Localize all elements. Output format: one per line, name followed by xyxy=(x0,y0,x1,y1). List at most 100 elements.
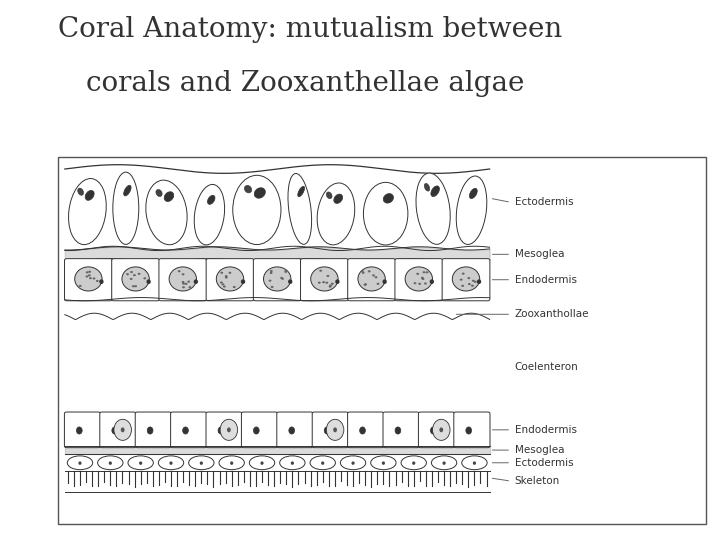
Ellipse shape xyxy=(456,176,487,245)
Ellipse shape xyxy=(431,456,456,470)
Ellipse shape xyxy=(222,284,225,286)
Ellipse shape xyxy=(181,273,184,275)
FancyBboxPatch shape xyxy=(348,259,395,301)
Ellipse shape xyxy=(271,286,274,288)
Ellipse shape xyxy=(228,272,231,274)
Ellipse shape xyxy=(291,461,294,465)
Ellipse shape xyxy=(220,419,238,441)
Ellipse shape xyxy=(244,185,252,193)
Ellipse shape xyxy=(423,271,426,273)
Ellipse shape xyxy=(75,267,102,291)
Ellipse shape xyxy=(405,267,433,291)
Ellipse shape xyxy=(371,456,396,470)
Ellipse shape xyxy=(431,186,439,197)
FancyBboxPatch shape xyxy=(348,412,384,448)
Ellipse shape xyxy=(86,275,89,278)
Ellipse shape xyxy=(178,270,181,272)
Ellipse shape xyxy=(416,273,419,275)
Ellipse shape xyxy=(225,276,228,279)
Ellipse shape xyxy=(368,270,371,272)
Ellipse shape xyxy=(189,286,192,288)
Text: Endodermis: Endodermis xyxy=(515,275,577,285)
Ellipse shape xyxy=(269,280,271,282)
Ellipse shape xyxy=(298,186,305,197)
Ellipse shape xyxy=(181,281,184,283)
Ellipse shape xyxy=(333,428,337,432)
Ellipse shape xyxy=(372,274,375,276)
FancyBboxPatch shape xyxy=(65,259,112,301)
Ellipse shape xyxy=(189,456,214,470)
Ellipse shape xyxy=(218,427,224,434)
Text: Skeleton: Skeleton xyxy=(515,476,560,486)
Ellipse shape xyxy=(139,461,143,465)
Ellipse shape xyxy=(466,427,472,434)
Ellipse shape xyxy=(220,272,223,274)
Ellipse shape xyxy=(473,461,476,465)
FancyBboxPatch shape xyxy=(253,259,301,301)
Ellipse shape xyxy=(374,276,377,278)
FancyBboxPatch shape xyxy=(64,412,101,448)
Ellipse shape xyxy=(130,271,133,273)
Ellipse shape xyxy=(194,185,225,245)
Ellipse shape xyxy=(254,188,266,198)
Ellipse shape xyxy=(86,271,89,273)
Ellipse shape xyxy=(341,456,366,470)
Ellipse shape xyxy=(78,461,81,465)
Ellipse shape xyxy=(328,286,331,288)
Ellipse shape xyxy=(128,456,153,470)
Text: Ectodermis: Ectodermis xyxy=(515,458,573,468)
Ellipse shape xyxy=(334,194,343,204)
Ellipse shape xyxy=(467,277,470,279)
Ellipse shape xyxy=(270,270,273,272)
Ellipse shape xyxy=(225,275,228,277)
Ellipse shape xyxy=(122,267,149,291)
Ellipse shape xyxy=(146,180,187,245)
Ellipse shape xyxy=(96,280,99,282)
Ellipse shape xyxy=(311,267,338,291)
Ellipse shape xyxy=(219,456,244,470)
Ellipse shape xyxy=(430,279,434,284)
Ellipse shape xyxy=(443,461,446,465)
Ellipse shape xyxy=(322,281,325,284)
Ellipse shape xyxy=(114,419,132,441)
Ellipse shape xyxy=(321,461,324,465)
Ellipse shape xyxy=(364,283,367,285)
Text: Coral Anatomy: mutualism between: Coral Anatomy: mutualism between xyxy=(58,16,562,43)
Ellipse shape xyxy=(148,427,153,434)
Ellipse shape xyxy=(474,281,477,283)
Ellipse shape xyxy=(207,195,215,204)
Ellipse shape xyxy=(336,279,340,284)
Text: corals and Zooxanthellae algae: corals and Zooxanthellae algae xyxy=(86,70,525,97)
FancyBboxPatch shape xyxy=(454,412,490,448)
Ellipse shape xyxy=(112,427,117,434)
Text: Endodermis: Endodermis xyxy=(515,425,577,435)
FancyBboxPatch shape xyxy=(159,259,207,301)
Ellipse shape xyxy=(364,183,408,245)
Ellipse shape xyxy=(156,190,162,197)
Ellipse shape xyxy=(382,279,387,284)
FancyBboxPatch shape xyxy=(112,259,159,301)
Ellipse shape xyxy=(183,427,189,434)
Ellipse shape xyxy=(433,419,450,441)
Ellipse shape xyxy=(439,428,444,432)
Ellipse shape xyxy=(85,191,94,200)
Text: Mesoglea: Mesoglea xyxy=(515,249,564,259)
Ellipse shape xyxy=(416,173,450,244)
FancyBboxPatch shape xyxy=(206,412,242,448)
Ellipse shape xyxy=(78,285,81,287)
Ellipse shape xyxy=(280,277,283,279)
Ellipse shape xyxy=(395,427,401,434)
Ellipse shape xyxy=(194,279,198,284)
Ellipse shape xyxy=(319,269,322,272)
Ellipse shape xyxy=(377,283,379,285)
Ellipse shape xyxy=(424,184,430,191)
Ellipse shape xyxy=(184,283,187,285)
Text: Ectodermis: Ectodermis xyxy=(515,197,573,207)
Ellipse shape xyxy=(261,461,264,465)
Ellipse shape xyxy=(401,456,426,470)
Ellipse shape xyxy=(241,279,246,284)
Ellipse shape xyxy=(99,279,104,284)
Ellipse shape xyxy=(462,285,464,287)
Ellipse shape xyxy=(318,282,320,284)
Ellipse shape xyxy=(223,286,226,288)
